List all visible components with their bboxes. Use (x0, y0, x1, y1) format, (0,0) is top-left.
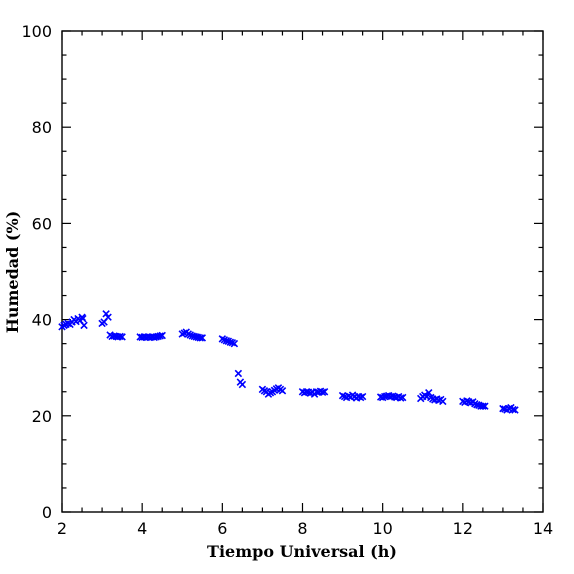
data-point-marker (196, 334, 205, 342)
x-tick-label: 6 (217, 519, 227, 538)
data-point-marker (481, 402, 489, 410)
data-point-marker (118, 333, 126, 341)
data-point-marker (230, 339, 239, 348)
y-tick-label: 60 (32, 214, 52, 233)
plot-frame (61, 30, 544, 513)
data-point-marker (102, 310, 110, 318)
data-point-marker (80, 321, 88, 330)
y-tick-label: 20 (32, 407, 52, 426)
x-tick-label: 2 (57, 519, 67, 538)
data-point-marker (479, 402, 487, 410)
x-tick-label: 12 (453, 519, 473, 538)
data-point-marker (398, 393, 407, 402)
data-point-marker (234, 369, 243, 378)
x-tick-label: 14 (533, 519, 553, 538)
data-point-marker (358, 392, 367, 401)
data-point-marker (511, 406, 519, 414)
x-tick-label: 10 (372, 519, 392, 538)
data-point-marker (278, 387, 287, 395)
data-point-marker (79, 314, 87, 323)
data-point-marker (425, 388, 433, 397)
y-tick-label: 100 (21, 22, 52, 41)
data-point-marker (104, 313, 112, 321)
x-tick-label: 8 (297, 519, 307, 538)
x-tick-label: 4 (137, 519, 147, 538)
y-tick-label: 0 (42, 503, 52, 522)
axis-ticks (61, 30, 544, 513)
data-point-marker (198, 334, 207, 342)
axis-tick-labels: 2 4 6 8 10 12 14 0 20 40 60 80 100 (21, 22, 553, 538)
data-points (58, 310, 519, 414)
data-point-marker (320, 388, 329, 396)
data-point-marker (158, 331, 166, 340)
y-axis-label: Humedad (%) (3, 211, 22, 334)
data-point-marker (439, 397, 447, 406)
data-point-marker (238, 380, 247, 389)
y-tick-label: 40 (32, 311, 52, 330)
x-axis-label: Tiempo Universal (h) (207, 542, 397, 561)
y-tick-label: 80 (32, 118, 52, 137)
